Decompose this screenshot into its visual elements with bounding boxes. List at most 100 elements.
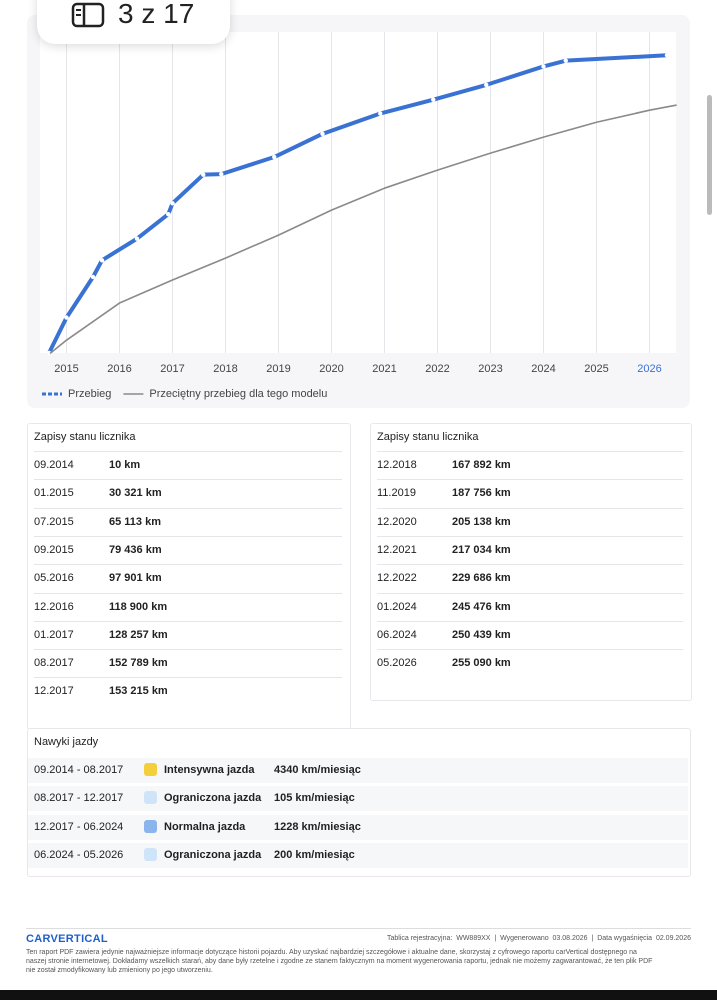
x-tick-label: 2015 (54, 363, 78, 375)
record-mileage: 153 215 km (109, 685, 168, 698)
data-point (320, 131, 325, 137)
driving-title: Nawyki jazdy (34, 736, 99, 748)
record-date: 01.2015 (34, 487, 74, 500)
record-date: 12.2020 (377, 515, 417, 528)
data-point (431, 97, 436, 102)
record-mileage: 187 756 km (452, 487, 511, 500)
series-line (49, 104, 677, 354)
legend-label: Przeciętny przebieg dla tego modelu (149, 388, 327, 400)
x-tick-label: 2021 (372, 363, 396, 375)
record-date: 09.2014 (34, 459, 74, 471)
record-date: 05.2016 (34, 572, 74, 585)
driving-rate: 105 km/miesiąc (274, 792, 355, 805)
record-mileage: 217 034 km (452, 543, 511, 556)
table-title: Zapisy stanu licznika (377, 431, 479, 443)
row-separator (377, 649, 683, 651)
x-tick-label: 2019 (266, 363, 290, 375)
row-separator (377, 564, 683, 566)
row-separator (377, 507, 683, 509)
row-separator (34, 535, 342, 537)
data-point (166, 212, 171, 217)
record-date: 01.2017 (34, 628, 74, 641)
driving-period: 08.2017 - 12.2017 (34, 792, 124, 805)
chart: 2015 2016 2017 2018 2019 2020 2021 2022 2023 2024… (27, 15, 690, 408)
row-separator (34, 677, 342, 679)
record-date: 12.2021 (377, 543, 417, 556)
odometer-card (27, 423, 351, 730)
record-date: 12.2017 (34, 685, 74, 698)
data-point (272, 154, 277, 160)
record-date: 12.2016 (34, 600, 74, 613)
x-tick-label: 2020 (319, 363, 343, 375)
driving-label: Ograniczona jazda (164, 792, 262, 805)
table-title: Zapisy stanu licznika (34, 431, 136, 443)
data-point (201, 172, 206, 177)
expiry: 02.09.2026 (655, 935, 691, 942)
x-tick-label: 2023 (478, 363, 502, 375)
driving-row (28, 786, 688, 812)
footer-meta: Tablica rejestracyjna: WW889XX | Wygener… (386, 935, 691, 942)
data-point (484, 82, 489, 88)
driving-row (28, 758, 688, 783)
row-separator (34, 507, 342, 509)
record-date: 12.2022 (377, 572, 417, 585)
data-point (46, 350, 52, 356)
data-point (64, 315, 69, 320)
record-mileage: 128 257 km (109, 628, 168, 641)
record-date: 05.2026 (377, 657, 417, 670)
driving-label: Normalna jazda (164, 820, 246, 833)
record-mileage: 245 476 km (452, 600, 511, 613)
record-mileage: 205 138 km (452, 515, 511, 528)
record-mileage: 250 439 km (452, 628, 511, 641)
legend-label: Przebieg (68, 388, 111, 400)
driving-period: 06.2024 - 05.2026 (34, 848, 124, 861)
row-separator (34, 649, 342, 651)
expiry-label: Data wygaśnięcia (597, 935, 653, 942)
row-separator (377, 451, 683, 452)
x-tick-label: 2018 (213, 363, 237, 375)
data-point (378, 111, 383, 116)
x-tick-label: 2017 (160, 363, 184, 375)
driving-row (28, 814, 688, 840)
record-date: 07.2015 (34, 515, 74, 528)
driving-swatch (144, 763, 157, 776)
plate-label: Tablica rejestracyjna: (386, 935, 453, 942)
x-tick-label: 2024 (531, 363, 555, 375)
row-separator (377, 479, 683, 481)
plot-area (40, 32, 676, 353)
record-date: 08.2017 (34, 657, 74, 670)
driving-period: 09.2014 - 08.2017 (34, 764, 124, 776)
data-point (99, 258, 105, 263)
driving-swatch (144, 819, 157, 833)
row-separator (377, 592, 683, 594)
x-tick-label: 2016 (107, 363, 131, 375)
driving-swatch (144, 791, 157, 805)
record-mileage: 255 090 km (452, 657, 511, 670)
row-separator (34, 620, 342, 622)
record-date: 12.2018 (377, 459, 417, 471)
record-date: 06.2024 (377, 628, 417, 641)
record-mileage: 10 km (109, 459, 141, 471)
record-mileage: 118 900 km (109, 600, 168, 613)
odometer-card (370, 423, 692, 702)
data-point (664, 53, 670, 58)
driving-rate: 200 km/miesiąc (274, 848, 355, 861)
row-separator (34, 592, 342, 594)
scrollbar (707, 95, 712, 215)
row-separator (34, 564, 342, 566)
data-point (219, 171, 224, 177)
record-date: 01.2024 (377, 600, 417, 613)
page-badge: 3 z 17 (37, 0, 230, 44)
record-date: 11.2019 (377, 487, 416, 500)
data-point (541, 64, 546, 69)
x-tick-label: 2022 (425, 363, 449, 375)
driving-period: 12.2017 - 06.2024 (34, 820, 124, 833)
x-tick-label: 2026 (637, 363, 661, 375)
plate: WW889XX (456, 935, 491, 942)
disclaimer: nie został zmodyfikowany lub zmieniony p… (26, 967, 213, 974)
row-separator (377, 620, 683, 622)
row-separator (34, 479, 342, 481)
data-point (90, 274, 96, 280)
data-point (170, 201, 175, 206)
driving-row (28, 842, 688, 868)
